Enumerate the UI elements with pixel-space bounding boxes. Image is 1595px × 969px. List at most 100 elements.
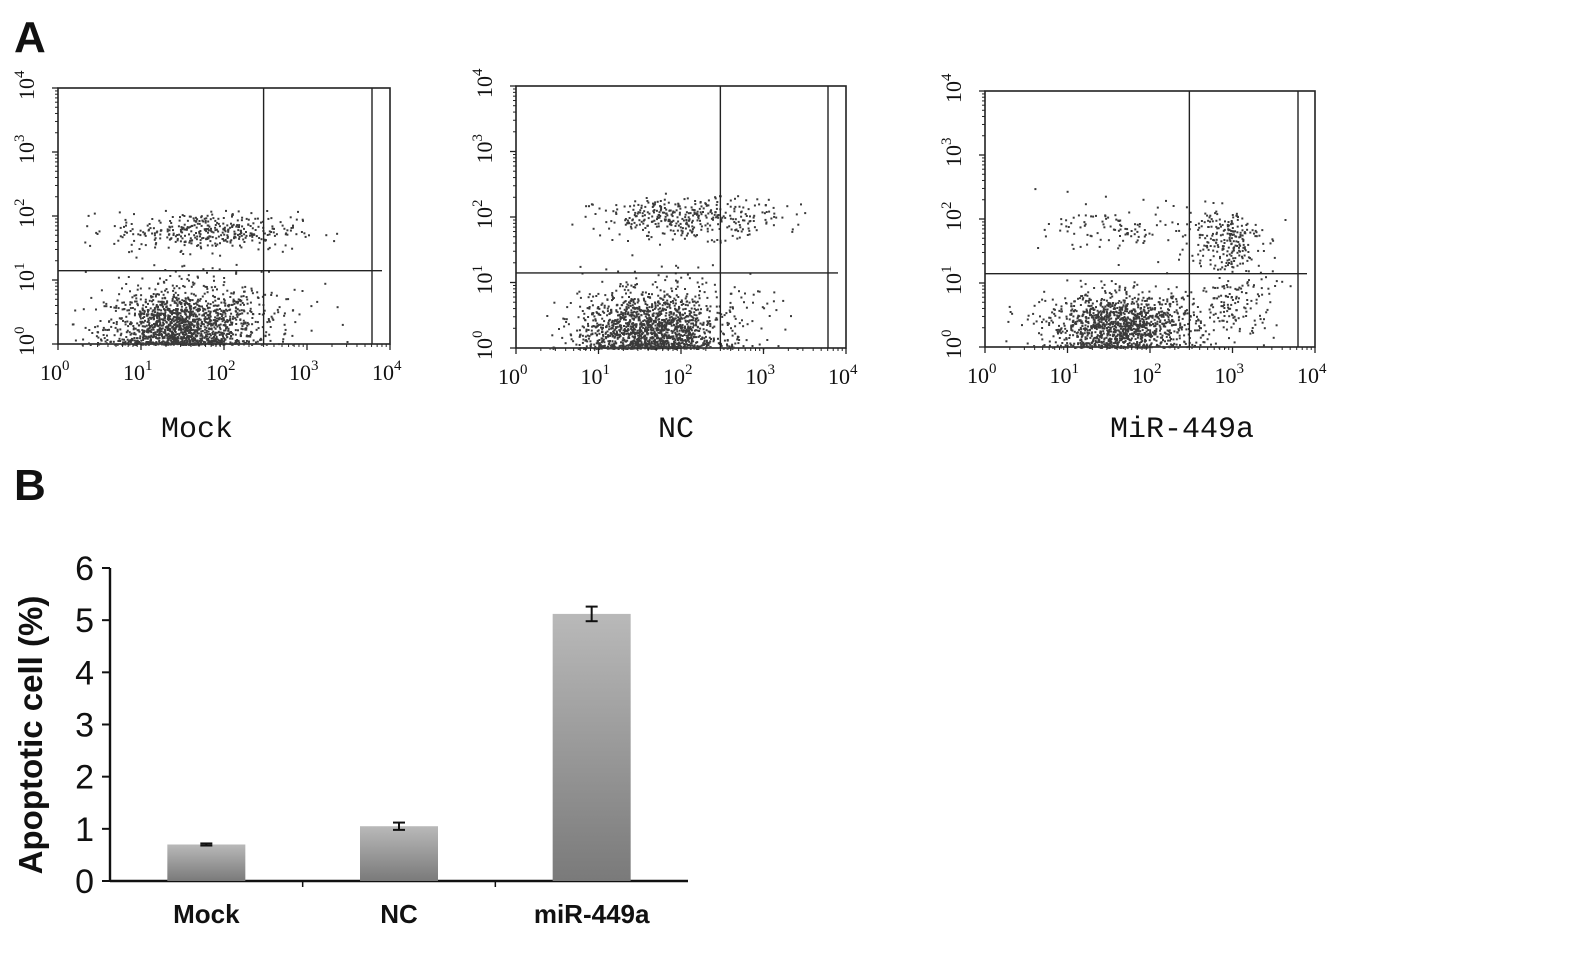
scatter-point xyxy=(656,326,659,329)
scatter-point xyxy=(635,277,638,280)
scatter-point xyxy=(160,328,163,331)
scatter-point xyxy=(197,328,200,331)
scatter-point xyxy=(738,224,741,226)
scatter-point xyxy=(1094,316,1097,319)
y-tick-exponent: 4 xyxy=(470,68,486,76)
scatter-point xyxy=(700,228,703,231)
scatter-point xyxy=(706,344,709,347)
scatter-point xyxy=(179,240,182,243)
scatter-point xyxy=(169,334,172,337)
scatter-point xyxy=(1087,301,1090,304)
scatter-point xyxy=(117,239,120,242)
scatter-point xyxy=(252,233,255,236)
scatter-point xyxy=(1104,345,1107,347)
scatter-point xyxy=(723,339,726,342)
scatter-point xyxy=(629,344,632,347)
scatter-point xyxy=(736,335,739,338)
scatter-point xyxy=(237,343,240,345)
scatter-point xyxy=(675,279,677,282)
scatter-point xyxy=(217,324,220,327)
scatter-point xyxy=(648,310,650,313)
scatter-point xyxy=(647,320,650,323)
scatter-point xyxy=(665,335,668,338)
scatter-point xyxy=(708,316,711,319)
scatter-point xyxy=(1060,327,1063,330)
scatter-point xyxy=(232,315,235,318)
scatter-point xyxy=(656,218,658,221)
scatter-point xyxy=(702,347,705,350)
scatter-point xyxy=(200,247,203,250)
scatter-point xyxy=(627,346,630,349)
scatter-point xyxy=(1055,329,1058,331)
scatter-point xyxy=(169,226,172,229)
scatter-point xyxy=(222,228,225,231)
scatter-point xyxy=(1088,299,1091,302)
scatter-point xyxy=(265,343,268,346)
scatter-point xyxy=(219,323,222,326)
scatter-point xyxy=(669,307,672,310)
scatter-point xyxy=(175,316,178,319)
scatter-point xyxy=(189,299,192,301)
scatter-point xyxy=(637,211,640,214)
scatter-point xyxy=(325,234,328,237)
scatter-point xyxy=(214,219,217,222)
scatter-point xyxy=(1114,283,1117,285)
scatter-point xyxy=(1160,315,1163,318)
scatter-point xyxy=(127,340,130,343)
scatter-point xyxy=(1050,319,1053,322)
scatter-point xyxy=(609,340,611,342)
scatter-point xyxy=(158,316,161,319)
scatter-point xyxy=(1100,341,1103,344)
scatter-point xyxy=(624,330,626,333)
scatter-point xyxy=(180,235,182,238)
scatter-point xyxy=(153,315,155,318)
scatter-point xyxy=(659,342,662,345)
scatter-point xyxy=(193,324,196,327)
scatter-point xyxy=(678,320,681,323)
scatter-point xyxy=(298,313,301,316)
scatter-point xyxy=(716,239,719,241)
scatter-point xyxy=(286,229,289,232)
scatter-point xyxy=(634,323,637,326)
scatter-point xyxy=(640,330,643,333)
scatter-point xyxy=(268,270,270,273)
scatter-point xyxy=(608,347,611,350)
scatter-point xyxy=(204,316,207,319)
scatter-point xyxy=(175,309,177,312)
scatter-point xyxy=(125,342,128,345)
scatter-point xyxy=(773,291,776,294)
scatter-point xyxy=(622,312,624,315)
scatter-point xyxy=(84,270,87,273)
scatter-point xyxy=(240,295,243,298)
scatter-point xyxy=(207,339,210,342)
scatter-point xyxy=(1142,296,1145,299)
scatter-point xyxy=(623,316,626,319)
scatter-point xyxy=(663,337,666,340)
scatter-point xyxy=(1113,306,1116,309)
scatter-point xyxy=(634,333,636,336)
scatter-point xyxy=(180,340,183,343)
scatter-point xyxy=(671,330,674,333)
scatter-point xyxy=(652,309,654,312)
scatter-point xyxy=(244,285,247,288)
scatter-point xyxy=(183,339,186,342)
scatter-point xyxy=(198,304,200,307)
scatter-point xyxy=(590,333,593,336)
scatter-point xyxy=(1060,332,1063,335)
scatter-point xyxy=(125,331,128,334)
scatter-point xyxy=(191,335,194,338)
scatter-point xyxy=(663,295,666,298)
scatter-point xyxy=(706,230,709,233)
cluster-live xyxy=(71,269,301,346)
scatter-point xyxy=(188,233,190,236)
scatter-point xyxy=(620,344,623,347)
scatter-point xyxy=(200,334,203,337)
scatter-point xyxy=(1141,291,1144,294)
scatter-point xyxy=(216,304,219,307)
scatter-point xyxy=(623,288,626,291)
scatter-point xyxy=(232,333,234,336)
scatter-point xyxy=(640,323,643,326)
scatter-point xyxy=(695,309,698,312)
scatter-point xyxy=(691,319,694,322)
scatter-point xyxy=(601,310,604,313)
